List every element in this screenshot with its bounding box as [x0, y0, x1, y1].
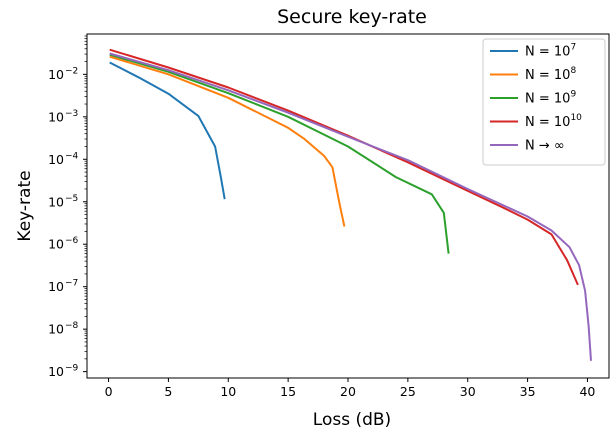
y-tick-label: 10 [48, 322, 64, 337]
y-tick-exponent: −8 [65, 321, 79, 331]
x-tick-label: 25 [400, 384, 416, 399]
x-axis-ticks: 0 5 10 15 20 25 30 35 40 [105, 378, 595, 399]
legend-label-3: N = 109 [525, 90, 576, 107]
series-lines [109, 48, 592, 361]
legend: N = 107 N = 108 N = 109 N = 1010 N → ∞ [482, 38, 606, 166]
x-tick-label: 10 [220, 384, 236, 399]
y-tick-label: 10 [48, 194, 64, 209]
series-line-5 [109, 52, 592, 361]
y-tick-label: 10 [48, 152, 64, 167]
legend-label-5: N → ∞ [525, 139, 565, 154]
y-tick-exponent: −3 [65, 109, 78, 119]
y-axis-label: Key-rate [15, 170, 35, 241]
x-tick-label: 0 [105, 384, 113, 399]
y-tick-label: 10 [48, 109, 64, 124]
y-tick-exponent: −2 [65, 66, 78, 76]
legend-label-4: N = 1010 [525, 113, 582, 130]
series-line-1 [109, 61, 226, 200]
series-line-3 [109, 53, 450, 254]
y-tick-label: 10 [48, 279, 64, 294]
x-tick-label: 15 [280, 384, 296, 399]
y-tick-label: 10 [48, 67, 64, 82]
y-tick-exponent: −4 [65, 151, 79, 161]
y-axis-ticks: 10−910−810−710−610−510−410−310−2 [48, 35, 87, 379]
legend-box [482, 38, 606, 166]
series-line-2 [109, 55, 346, 227]
legend-label-1: N = 107 [525, 43, 576, 60]
y-tick-exponent: −9 [65, 364, 79, 374]
x-axis-label: Loss (dB) [313, 410, 391, 430]
y-tick-exponent: −6 [65, 236, 79, 246]
x-tick-label: 5 [164, 384, 172, 399]
x-tick-label: 30 [460, 384, 476, 399]
legend-label-2: N = 108 [525, 66, 576, 83]
x-tick-label: 20 [340, 384, 356, 399]
y-tick-exponent: −5 [65, 194, 78, 204]
x-tick-label: 35 [520, 384, 536, 399]
chart-title: Secure key-rate [277, 6, 427, 28]
y-tick-label: 10 [48, 364, 64, 379]
x-tick-label: 40 [579, 384, 595, 399]
y-tick-label: 10 [48, 237, 64, 252]
series-line-4 [109, 48, 579, 286]
y-tick-exponent: −7 [65, 279, 78, 289]
